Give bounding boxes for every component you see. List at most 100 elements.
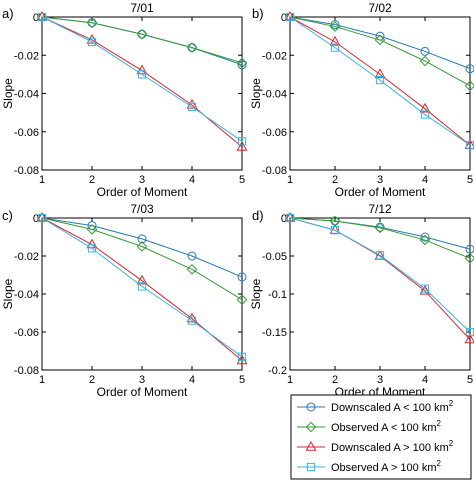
legend-var: A [381, 462, 391, 474]
y-tick-label: -0.08 [14, 165, 39, 177]
y-tick-label: -0.06 [262, 127, 287, 139]
data-point [86, 17, 98, 29]
x-tick-label: 5 [467, 174, 473, 186]
data-point [330, 226, 340, 235]
legend-label: Downscaled A > 100 km2 [331, 439, 454, 454]
data-point [187, 102, 197, 111]
legend-unit: km [422, 462, 437, 474]
legend-sup: 2 [437, 419, 442, 428]
data-point [284, 11, 296, 23]
data-point [284, 212, 296, 224]
y-tick-label: 0 [281, 213, 287, 225]
x-tick-label: 5 [239, 174, 245, 186]
data-point [36, 212, 48, 224]
data-point [420, 232, 430, 242]
y-tick-label: 0 [33, 12, 39, 24]
legend-box [290, 394, 472, 480]
panel-title: 7/03 [130, 202, 154, 216]
y-tick-label: -0.02 [262, 50, 287, 62]
series-1 [37, 12, 247, 70]
data-point [329, 35, 341, 46]
data-point [137, 282, 147, 291]
legend-prefix: Observed [331, 462, 381, 474]
series-4 [285, 12, 474, 150]
data-point [236, 141, 248, 151]
legend-label: Observed A < 100 km2 [331, 419, 442, 434]
x-tick-label: 2 [332, 174, 338, 186]
series-4 [37, 213, 247, 361]
panel-2: 0 -0.02 -0.04 -0.06 -0.081 2 3 4 5 7/02 b) Order of… [249, 1, 474, 199]
legend-op: < [391, 422, 400, 434]
x-tick-label: 3 [377, 374, 383, 386]
panel-1: 0 -0.02 -0.04 -0.06 -0.081 2 3 4 5 7/01 a) Order of… [1, 1, 248, 199]
legend-value: 100 [413, 442, 434, 454]
data-point [375, 76, 385, 85]
data-point [236, 57, 248, 69]
x-tick-label: 5 [239, 374, 245, 386]
data-point [464, 333, 474, 344]
panel-title: 7/01 [130, 1, 154, 15]
data-point [136, 241, 148, 252]
panel-4: 0-0.05-0.1-0.15-0.21 2 3 4 57/12d)Order of M… [249, 202, 474, 399]
legend-entry: Observed A < 100 km2 [297, 419, 442, 434]
legend-prefix: Observed [331, 422, 381, 434]
data-point [136, 274, 148, 285]
x-tick-label: 1 [287, 374, 293, 386]
series-line [41, 217, 243, 301]
series-line [41, 217, 243, 358]
x-tick-label: 3 [377, 174, 383, 186]
data-point [419, 234, 431, 246]
plot-frame [41, 16, 243, 171]
y-axis-label: Slope [249, 278, 263, 309]
y-tick-label: 0 [33, 213, 39, 225]
data-point [419, 284, 431, 295]
data-point [375, 251, 385, 260]
legend-entry: Downscaled A < 100 km2 [297, 399, 454, 414]
series-2 [36, 212, 248, 306]
data-point [137, 70, 147, 79]
data-point [186, 98, 198, 109]
legend-entry: Downscaled A > 100 km2 [297, 439, 454, 454]
x-tick-label: 4 [189, 174, 195, 186]
y-tick-label: -0.08 [262, 165, 287, 177]
panel-label: c) [2, 208, 13, 223]
legend-unit: km [434, 402, 449, 414]
legend-label: Observed A > 100 km2 [331, 459, 442, 474]
data-point [187, 251, 197, 261]
x-tick-label: 2 [332, 374, 338, 386]
legend-entry: Observed A > 100 km2 [297, 459, 442, 474]
legend-var: A [393, 402, 403, 414]
legend-marker [305, 421, 317, 433]
data-point [186, 263, 198, 275]
data-point [137, 234, 147, 244]
y-tick-label: 0 [281, 12, 287, 24]
panel-title: 7/12 [368, 202, 392, 216]
data-point [136, 28, 148, 40]
data-point [237, 352, 247, 361]
data-point [420, 284, 430, 293]
legend-sup: 2 [437, 459, 442, 468]
y-tick-label: -0.06 [14, 127, 39, 139]
x-tick-label: 1 [39, 174, 45, 186]
series-3 [284, 10, 474, 149]
legend-prefix: Downscaled [331, 442, 393, 454]
legend-op: > [403, 442, 412, 454]
legend-value: 100 [400, 462, 421, 474]
y-tick-label: -0.04 [262, 89, 287, 101]
legend-op: < [403, 402, 412, 414]
panel-3: 0 -0.02 -0.04 -0.06 -0.081 2 3 4 5 7/03 c) Order of… [1, 202, 248, 399]
y-tick-label: -0.05 [262, 251, 287, 263]
y-axis-label: Slope [1, 78, 15, 109]
y-tick-label: -0.08 [14, 365, 39, 377]
data-point [87, 244, 97, 253]
legend-unit: km [434, 442, 449, 454]
y-tick-label: -0.2 [268, 365, 287, 377]
data-point [419, 55, 431, 67]
legend-var: A [381, 422, 391, 434]
y-tick-label: -0.02 [14, 251, 39, 263]
data-point [420, 110, 430, 119]
x-tick-label: 3 [139, 174, 145, 186]
data-point [374, 34, 386, 46]
y-tick-label: -0.1 [268, 289, 287, 301]
series-4 [37, 12, 247, 146]
